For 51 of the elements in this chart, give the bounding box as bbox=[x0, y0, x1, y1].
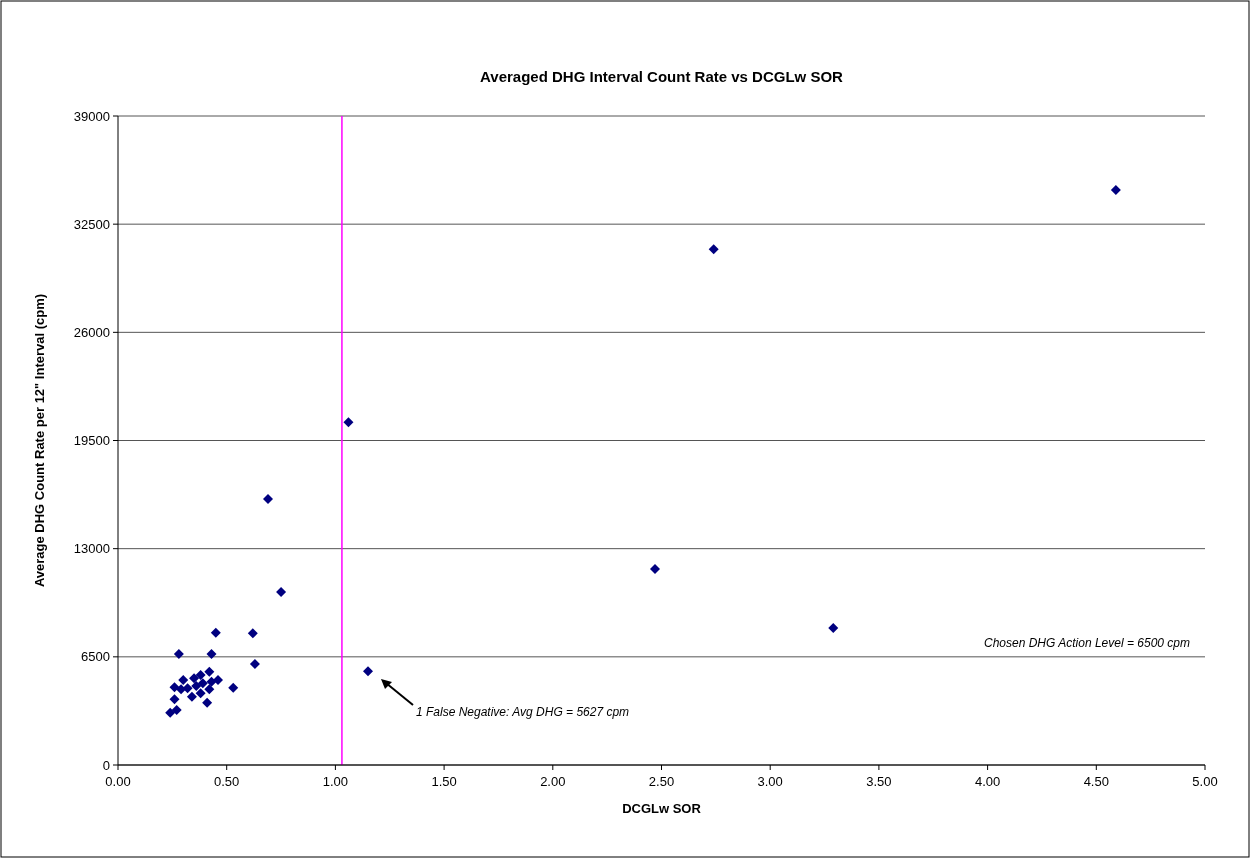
x-tick-label: 2.00 bbox=[540, 774, 566, 789]
point bbox=[343, 417, 354, 428]
point bbox=[171, 705, 182, 716]
y-tick-label: 6500 bbox=[81, 649, 110, 665]
annotation: 1 False Negative: Avg DHG = 5627 cpm bbox=[416, 705, 630, 719]
annotation: Chosen DHG Action Level = 6500 cpm bbox=[984, 636, 1190, 650]
point bbox=[276, 586, 287, 597]
x-tick-label: 3.50 bbox=[866, 774, 892, 789]
point bbox=[202, 697, 213, 708]
y-axis-title: Average DHG Count Rate per 12" Interval (cpm) bbox=[32, 293, 47, 588]
chart-title: Averaged DHG Interval Count Rate vs DCGLw SOR bbox=[480, 68, 844, 85]
point bbox=[263, 494, 274, 505]
point bbox=[165, 707, 176, 718]
y-tick-label: 19500 bbox=[73, 433, 110, 449]
point bbox=[249, 658, 260, 669]
point bbox=[204, 684, 215, 695]
point bbox=[186, 691, 197, 702]
point bbox=[197, 678, 208, 689]
point bbox=[169, 682, 180, 693]
y-tick-label: 26000 bbox=[73, 324, 110, 340]
point bbox=[191, 680, 202, 691]
point bbox=[189, 673, 200, 684]
x-tick-label: 0.00 bbox=[105, 774, 131, 789]
y-tick-label: 39000 bbox=[73, 108, 110, 124]
x-tick-label: 4.00 bbox=[974, 774, 1001, 789]
x-tick-label: 1.00 bbox=[322, 774, 349, 789]
x-tick-label: 5.00 bbox=[1192, 774, 1218, 789]
point bbox=[206, 649, 217, 659]
point bbox=[363, 666, 374, 677]
point bbox=[169, 694, 180, 705]
point bbox=[195, 688, 206, 699]
point bbox=[210, 627, 221, 638]
point bbox=[828, 623, 839, 634]
point bbox=[173, 649, 184, 659]
y-tick-label: 32500 bbox=[73, 216, 110, 232]
point bbox=[178, 674, 189, 685]
x-tick-label: 3.00 bbox=[757, 774, 783, 789]
y-tick-label: 0 bbox=[102, 757, 110, 773]
point bbox=[708, 244, 719, 255]
x-axis-title: DCGLw SOR bbox=[622, 801, 702, 816]
point bbox=[649, 563, 660, 574]
y-tick-label: 13000 bbox=[73, 541, 110, 557]
point bbox=[247, 628, 258, 639]
point bbox=[1110, 185, 1121, 196]
point bbox=[204, 666, 215, 677]
x-tick-label: 4.50 bbox=[1083, 774, 1109, 789]
x-tick-label: 2.50 bbox=[648, 774, 675, 789]
x-tick-label: 1.50 bbox=[431, 774, 457, 789]
point bbox=[228, 682, 239, 693]
point bbox=[195, 669, 206, 680]
x-tick-label: 0.50 bbox=[214, 774, 240, 789]
